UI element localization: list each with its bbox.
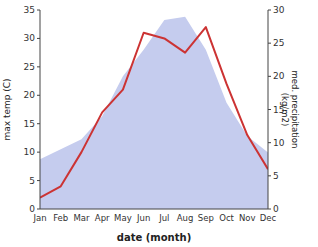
y2-tick [268,209,271,210]
y-axis-line [40,10,41,209]
y-tick [37,180,40,181]
y2-tick [268,109,271,110]
y2-tick-label: 20 [273,71,285,81]
x-tick-label: Dec [260,213,277,223]
x-tick-label: Jun [136,213,150,223]
x-tick-label: Sep [198,213,214,223]
y-axis-label: max temp (C) [2,78,12,140]
x-tick-label: May [114,213,132,223]
y2-tick [268,10,271,11]
y2-axis-label: med. precipitation(kg/m2) [280,71,301,149]
y-tick-label: 15 [24,119,35,129]
y2-tick-label: 10 [273,138,285,148]
y-tick [37,95,40,96]
x-tick-label: Oct [219,213,234,223]
y2-tick-label: 25 [273,38,284,48]
x-tick-label: Feb [53,213,68,223]
precipitation-area [40,17,268,209]
x-tick-label: Apr [95,213,110,223]
y-tick-label: 5 [29,176,35,186]
y2-tick-label: 5 [273,171,279,181]
y-tick-label: 20 [24,90,36,100]
x-axis-label: date (month) [117,232,191,243]
y-tick [37,66,40,67]
x-tick-label: Nov [239,213,256,223]
x-tick-label: Jul [158,213,169,223]
y-tick [37,152,40,153]
y-tick-label: 35 [24,5,35,15]
x-axis-line [40,209,268,210]
y-tick [37,209,40,210]
x-tick-label: Mar [73,213,90,223]
y-tick-label: 10 [24,147,36,157]
y-tick [37,38,40,39]
y-tick-label: 30 [24,33,36,43]
y2-tick [268,43,271,44]
chart: 05101520253035051015202530JanFebMarAprMa… [0,0,318,247]
y2-tick-label: 30 [273,5,285,15]
x-tick-label: Aug [177,213,194,223]
y-tick [37,10,40,11]
plot-area [40,17,268,209]
x-tick-label: Jan [32,213,46,223]
y2-tick [268,175,271,176]
y-tick-label: 25 [24,62,35,72]
y2-tick [268,142,271,143]
y-tick [37,123,40,124]
temperature-line [40,27,268,198]
y2-tick [268,76,271,77]
